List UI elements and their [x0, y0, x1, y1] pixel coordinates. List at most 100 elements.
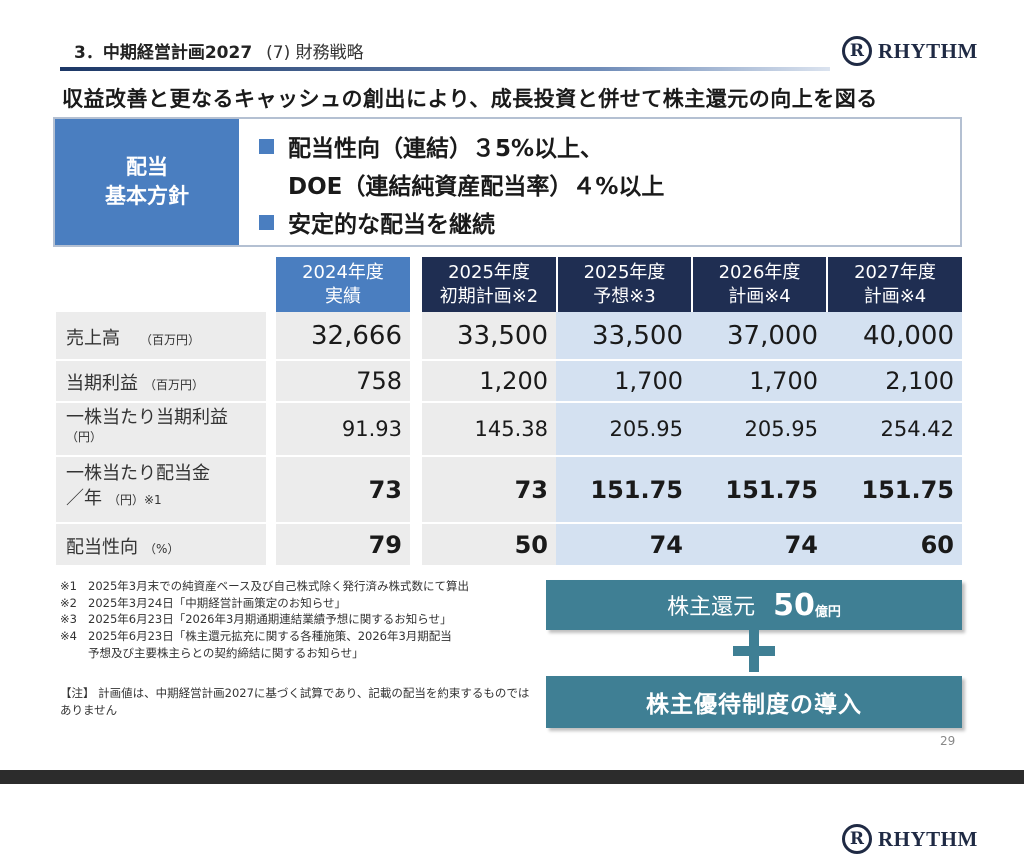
page-title: 3．中期経営計画2027 (7) 財務戦略 — [74, 38, 364, 63]
cell-payout-2024: 79 — [368, 530, 402, 559]
col-header-2026: 2026年度 計画※4 — [693, 257, 826, 312]
footnote-continued: 予想及び主要株主らとの契約締結に関するお知らせ」 — [88, 645, 364, 660]
cell-sales-2026: 37,000 — [727, 320, 818, 351]
cell-eps-2025-forecast: 205.95 — [609, 417, 683, 441]
rhythm-logo-icon: R — [842, 36, 872, 66]
footnotes: ※1 2025年3月末での純資産ベース及び自己株式除く発行済み株式数にて算出 ※2… — [60, 578, 469, 661]
col-header-line1: 2024年度 — [302, 262, 384, 284]
rhythm-logo-top: R RHYTHM — [842, 36, 978, 66]
footnote: ※2 2025年3月24日「中期経営計画策定のお知らせ」 — [60, 595, 469, 612]
cell-payout-2025-initial: 50 — [514, 530, 548, 559]
cell-payout-2026: 74 — [784, 530, 818, 559]
cell-sales-2025-initial: 33,500 — [457, 320, 548, 351]
row-unit: （円）※1 — [108, 493, 162, 508]
policy-line-1: 配当性向（連結）３5%以上、 — [288, 136, 604, 162]
row-label-eps: 一株当たり当期利益 （円） — [56, 403, 266, 455]
cell-eps-2027: 254.42 — [880, 417, 954, 441]
cell-income-2027: 2,100 — [885, 367, 954, 395]
policy-item-continued: DOE（連結純資産配当率）４%以上 — [259, 165, 952, 203]
row-label-text: 一株当たり当期利益 — [66, 407, 228, 428]
footnote-key: ※3 — [60, 612, 77, 627]
header-rule — [60, 67, 830, 71]
footnote: ※1 2025年3月末での純資産ベース及び自己株式除く発行済み株式数にて算出 — [60, 578, 469, 595]
bullet-square-icon — [259, 138, 274, 154]
col-header-2025-initial: 2025年度 初期計画※2 — [422, 257, 556, 312]
cell-sales-2027: 40,000 — [863, 320, 954, 351]
row-label-text: 当期利益 — [66, 373, 138, 394]
row-unit: （百万円） — [140, 333, 201, 347]
caution-note: 【注】 計画値は、中期経営計画2027に基づく試算であり、記載の配当を約束するも… — [60, 686, 530, 717]
shareholder-benefit-box: 株主優待制度の導入 — [546, 676, 962, 728]
policy-item: 安定的な配当を継続 — [259, 203, 952, 241]
cell-eps-2026: 205.95 — [744, 417, 818, 441]
section-title: 3．中期経営計画2027 — [74, 43, 253, 63]
row-label-text: 売上高 — [66, 328, 120, 349]
shareholder-return-label: 株主還元 — [667, 595, 756, 620]
row-divider — [56, 359, 962, 361]
policy-item: 配当性向（連結）３5%以上、 — [259, 127, 952, 165]
footnote-text: 2025年3月24日「中期経営計画策定のお知らせ」 — [88, 595, 346, 610]
shareholder-return-amount: 50 — [773, 587, 815, 623]
col-header-line1: 2027年度 — [854, 262, 936, 284]
plus-icon — [733, 630, 775, 672]
col-header-line2: 計画※4 — [728, 285, 791, 307]
policy-label-line1: 配当 — [126, 154, 168, 179]
cell-income-2025-initial: 1,200 — [479, 367, 548, 395]
row-label-net-income: 当期利益 （百万円） — [56, 361, 266, 401]
col-header-line1: 2025年度 — [583, 262, 666, 284]
policy-line-2: DOE（連結純資産配当率）４%以上 — [288, 174, 665, 200]
cell-dps-2025-forecast: 151.75 — [590, 475, 683, 504]
footnote-text: 2025年6月23日「2026年3月期通期連結業績予想に関するお知らせ」 — [88, 612, 452, 627]
page-number: 29 — [940, 734, 956, 748]
col-header-line1: 2025年度 — [448, 262, 530, 284]
footer-bar — [0, 770, 1024, 784]
cell-payout-2025-forecast: 74 — [649, 530, 683, 559]
policy-lines: 配当性向（連結）３5%以上、 DOE（連結純資産配当率）４%以上 安定的な配当を… — [259, 127, 952, 241]
col-header-2025-forecast: 2025年度 予想※3 — [558, 257, 691, 312]
rhythm-logo-word: RHYTHM — [878, 826, 978, 851]
footnote-text: 2025年6月23日「株主還元拡充に関する各種施策、2026年3月期配当 — [88, 629, 452, 644]
row-label-text: 一株当たり配当金 — [66, 463, 210, 484]
col-header-line2: 実績 — [325, 285, 361, 307]
headline: 収益改善と更なるキャッシュの創出により、成長投資と併せて株主還元の向上を図る — [62, 87, 878, 111]
policy-line-3: 安定的な配当を継続 — [288, 212, 495, 238]
footnote-key: ※2 — [60, 595, 77, 610]
row-label-payout: 配当性向 （%） — [56, 524, 266, 565]
shareholder-return-box: 株主還元 50 億円 — [546, 580, 962, 630]
row-label-text: 配当性向 — [66, 537, 138, 558]
shareholder-return-unit: 億円 — [814, 604, 841, 620]
row-unit: （%） — [144, 542, 180, 556]
col-header-line2: 予想※3 — [593, 285, 656, 307]
row-divider — [56, 455, 962, 457]
footnote: ※3 2025年6月23日「2026年3月期通期連結業績予想に関するお知らせ」 — [60, 611, 469, 628]
col-header-line2: 初期計画※2 — [439, 285, 539, 307]
row-label-dps: 一株当たり配当金 ／年 （円）※1 — [56, 457, 266, 522]
cell-income-2026: 1,700 — [749, 367, 818, 395]
row-unit: （百万円） — [144, 378, 205, 392]
section-subtitle: (7) 財務戦略 — [266, 43, 364, 63]
footnote-text: 2025年3月末での純資産ベース及び自己株式除く発行済み株式数にて算出 — [88, 579, 470, 593]
footnote-key: ※1 — [60, 579, 77, 593]
cell-payout-2027: 60 — [920, 530, 954, 559]
row-label-sales: 売上高 （百万円） — [56, 312, 266, 359]
footnote-key: ※4 — [60, 629, 77, 644]
cell-income-2025-forecast: 1,700 — [614, 367, 683, 395]
col-header-2024: 2024年度 実績 — [276, 257, 410, 312]
row-divider — [56, 401, 962, 403]
cell-dps-2025-initial: 73 — [514, 475, 548, 504]
col-header-line1: 2026年度 — [718, 262, 801, 284]
policy-label: 配当 基本方針 — [55, 119, 239, 245]
row-unit: （円） — [66, 429, 103, 444]
bullet-square-icon — [259, 214, 274, 230]
cell-dps-2027: 151.75 — [861, 475, 954, 504]
row-label-text-2: ／年 — [66, 488, 102, 510]
rhythm-logo-word: RHYTHM — [878, 38, 978, 63]
footnote: ※4 2025年6月23日「株主還元拡充に関する各種施策、2026年3月期配当 — [60, 628, 469, 645]
cell-dps-2026: 151.75 — [725, 475, 818, 504]
cell-dps-2024: 73 — [368, 475, 402, 504]
shareholder-benefit-label: 株主優待制度の導入 — [646, 692, 862, 718]
dividend-policy-box: 配当 基本方針 配当性向（連結）３5%以上、 DOE（連結純資産配当率）４%以上… — [53, 117, 962, 247]
cell-income-2024: 758 — [356, 367, 402, 395]
rhythm-logo-bottom: R RHYTHM — [842, 824, 978, 854]
rhythm-logo-icon: R — [842, 824, 872, 854]
